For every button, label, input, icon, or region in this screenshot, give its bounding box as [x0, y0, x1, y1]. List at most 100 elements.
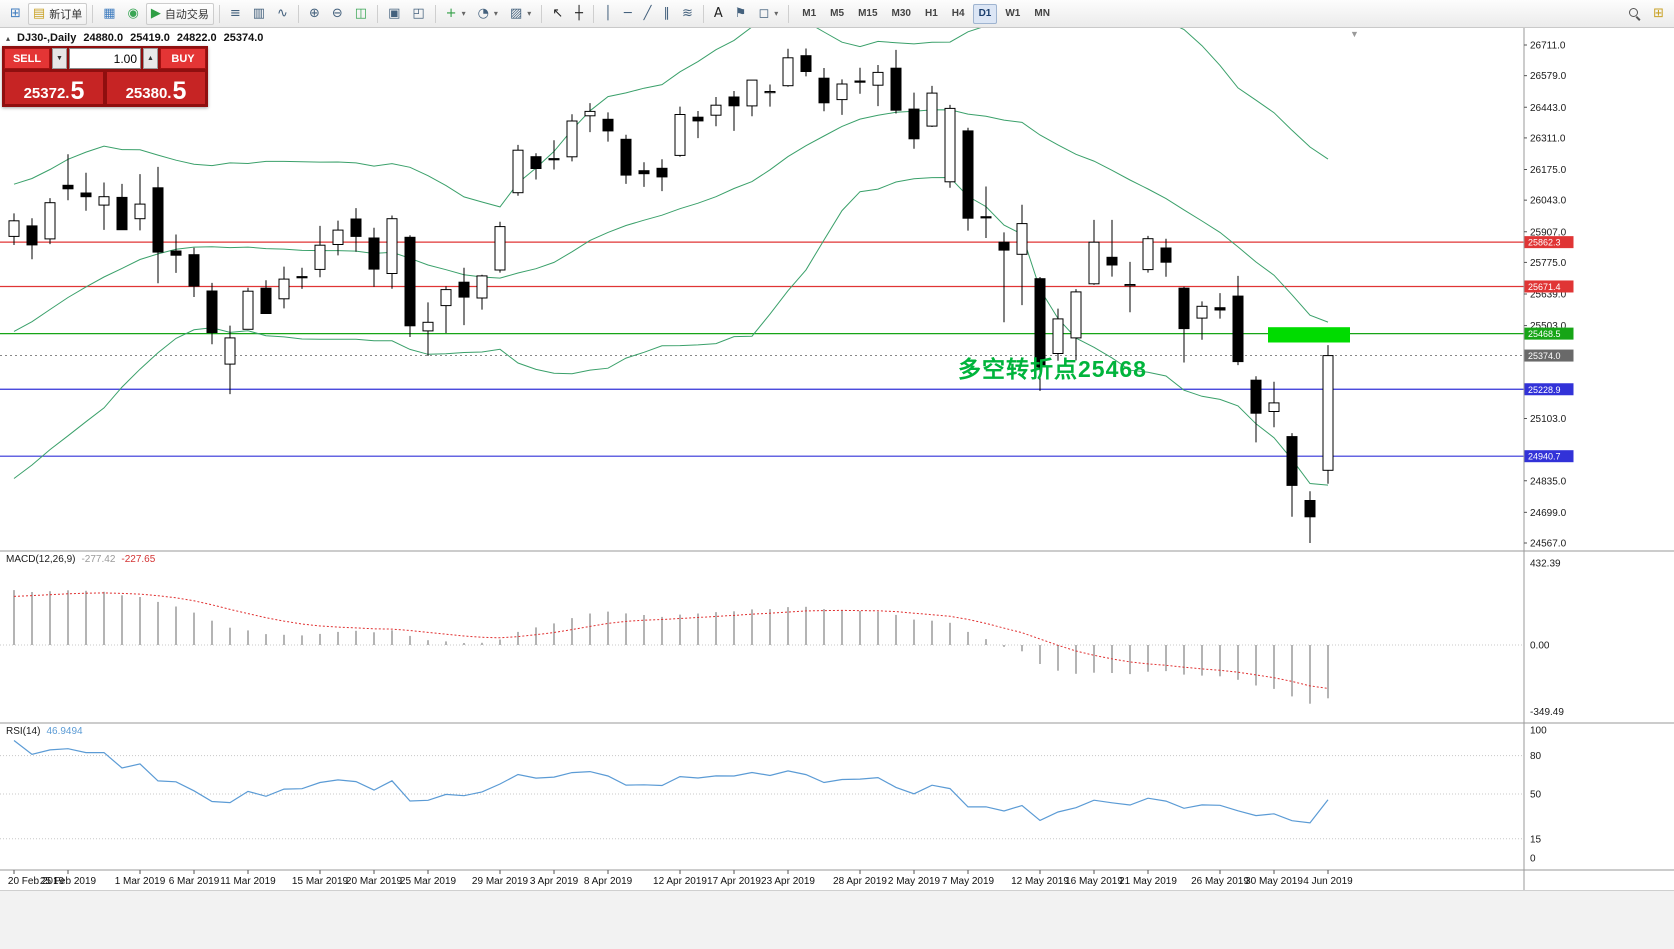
svg-text:50: 50 [1530, 790, 1542, 801]
addons-icon: ⊞ [1653, 6, 1664, 21]
templates-button[interactable]: ▨ ▾ [505, 3, 536, 25]
svg-text:25775.0: 25775.0 [1530, 258, 1567, 269]
volume-up-button[interactable]: ▲ [143, 48, 158, 69]
svg-text:24567.0: 24567.0 [1530, 539, 1567, 550]
bar-chart-icon: ≡ [229, 6, 241, 21]
candlesticks [8, 48, 1334, 543]
svg-text:3 Apr 2019: 3 Apr 2019 [530, 876, 579, 887]
timeframe-m15[interactable]: M15 [852, 4, 883, 24]
svg-text:26175.0: 26175.0 [1530, 165, 1567, 176]
svg-text:23 Apr 2019: 23 Apr 2019 [761, 876, 815, 887]
order-type-dropdown[interactable]: ▼ [52, 48, 67, 69]
fibonacci-button[interactable]: ≋ [677, 3, 698, 25]
svg-text:0: 0 [1530, 854, 1536, 865]
channel-icon: ∥ [663, 6, 670, 21]
svg-text:25671.4: 25671.4 [1528, 282, 1561, 292]
horizontal-line-button[interactable]: ─ [619, 3, 637, 25]
new-order-button[interactable]: ▤ 新订单 [27, 2, 88, 25]
profiles-button[interactable]: ▦ [98, 3, 120, 25]
pane-separators[interactable] [0, 28, 1674, 890]
timeframe-m1[interactable]: M1 [796, 4, 822, 24]
zoom-in-icon: ⊕ [308, 6, 320, 21]
data-window-button[interactable]: ◉ [123, 3, 144, 25]
svg-text:25 Feb 2019: 25 Feb 2019 [40, 876, 97, 887]
one-click-trading-panel: SELL ▼ ▲ BUY 25372.5 25380.5 [2, 46, 208, 107]
line-chart-button[interactable]: ∿ [272, 3, 293, 25]
new-order-icon: ▤ [32, 6, 46, 21]
bar-chart-button[interactable]: ≡ [225, 3, 246, 25]
svg-text:24835.0: 24835.0 [1530, 476, 1567, 487]
periods-icon: ◔ [477, 6, 489, 21]
buy-button[interactable]: BUY [160, 48, 206, 69]
rsi-value: 46.9494 [46, 726, 83, 737]
auto-trading-button[interactable]: ▶ 自动交易 [145, 2, 214, 25]
text-button[interactable]: A [709, 3, 728, 25]
sell-button[interactable]: SELL [4, 48, 50, 69]
shapes-icon: ◻ [758, 6, 770, 21]
chevron-down-icon: ▾ [774, 9, 779, 18]
macd-signal-value: -227.65 [121, 554, 156, 565]
cursor-button[interactable]: ↖ [547, 3, 568, 25]
zoom-out-button[interactable]: ⊖ [327, 3, 348, 25]
timeframe-mn[interactable]: MN [1028, 4, 1056, 24]
arrange-windows-button[interactable]: ◰ [407, 3, 429, 25]
tile-windows-button[interactable]: ◫ [350, 3, 372, 25]
bollinger-middle [13, 109, 1329, 332]
search-button[interactable] [1624, 3, 1646, 25]
macd-indicator-label: MACD(12,26,9) -277.42 -227.65 [6, 554, 155, 565]
vertical-line-button[interactable]: │ [599, 3, 617, 25]
price-axis[interactable]: 26711.0 26579.0 26443.0 26311.0 26175.0 26043… [1524, 41, 1567, 865]
chevron-up-icon: ▲ [147, 55, 154, 62]
candlestick-chart-button[interactable]: ▥ [248, 3, 270, 25]
close-value: 25374.0 [223, 32, 264, 44]
collapse-panel-icon[interactable]: ▴ [6, 33, 11, 43]
toolbar-separator [218, 4, 220, 23]
svg-text:26711.0: 26711.0 [1530, 41, 1566, 52]
timeframe-m5[interactable]: M5 [824, 4, 850, 24]
indicators-button[interactable]: + ▾ [441, 3, 471, 25]
chart-shift-marker[interactable]: ▼ [1350, 29, 1359, 39]
addons-button[interactable]: ⊞ [1648, 3, 1669, 25]
svg-text:30 May 2019: 30 May 2019 [1245, 876, 1303, 887]
macd-signal-line [13, 592, 1329, 689]
svg-text:25503.0: 25503.0 [1530, 321, 1567, 332]
cascade-windows-button[interactable]: ▣ [383, 3, 405, 25]
toolbar-separator [434, 4, 436, 23]
svg-text:-349.49: -349.49 [1530, 707, 1564, 718]
timeframe-d1[interactable]: D1 [972, 3, 998, 24]
timeframe-h4[interactable]: H4 [946, 4, 971, 24]
line-chart-icon: ∿ [277, 6, 288, 21]
highlight-rectangle-object[interactable] [1268, 327, 1350, 343]
rsi-name: RSI(14) [6, 726, 41, 737]
rsi-line [13, 740, 1329, 824]
trendline-button[interactable]: ╱ [639, 3, 657, 25]
timeframe-w1[interactable]: W1 [999, 4, 1026, 24]
sell-price-pip: 5 [70, 76, 85, 105]
auto-trading-icon: ▶ [150, 6, 161, 21]
svg-text:26311.0: 26311.0 [1530, 133, 1566, 144]
volume-input[interactable] [69, 48, 141, 69]
chart-window[interactable]: 26711.0 26579.0 26443.0 26311.0 26175.0 26043… [0, 28, 1674, 890]
new-chart-button[interactable]: ⊞ [5, 3, 26, 25]
periods-button[interactable]: ◔ ▾ [473, 3, 503, 25]
channel-button[interactable]: ∥ [658, 3, 675, 25]
chevron-down-icon: ▾ [493, 9, 498, 18]
shapes-button[interactable]: ◻ ▾ [753, 3, 783, 25]
sell-price-button[interactable]: 25372. 5 [4, 71, 104, 105]
high-value: 25419.0 [130, 32, 170, 44]
auto-trading-button-label: 自动交易 [164, 8, 209, 21]
zoom-in-button[interactable]: ⊕ [304, 3, 325, 25]
toolbar-right-group: ⊞ [1623, 3, 1670, 25]
symbol-period-label: DJ30-,Daily [17, 32, 77, 44]
svg-text:15 Mar 2019: 15 Mar 2019 [292, 876, 349, 887]
timeframe-m30[interactable]: M30 [886, 4, 917, 24]
crosshair-button[interactable]: ┼ [570, 3, 588, 25]
label-button[interactable]: ⚑ [730, 3, 752, 25]
arrange-windows-icon: ◰ [412, 6, 425, 21]
new-order-button-label: 新订单 [49, 8, 83, 21]
timeframe-h1[interactable]: H1 [919, 4, 944, 24]
price-chart-canvas[interactable]: 26711.0 26579.0 26443.0 26311.0 26175.0 26043… [0, 28, 1674, 890]
buy-price-button[interactable]: 25380. 5 [106, 71, 206, 105]
